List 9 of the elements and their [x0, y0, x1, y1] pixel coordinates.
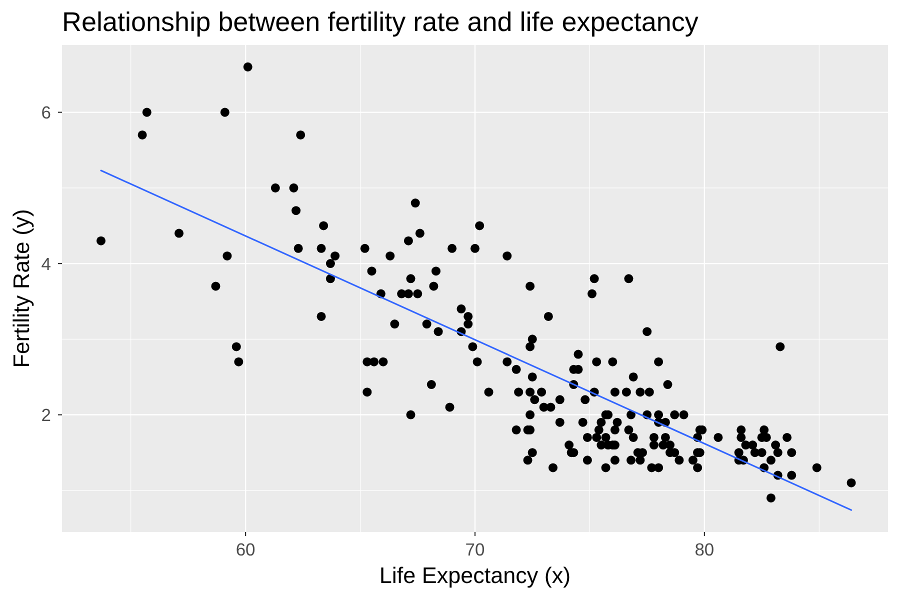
- y-tick-label: 2: [41, 405, 51, 425]
- x-tick-label: 70: [465, 539, 485, 560]
- y-axis-title: Fertility Rate (y): [8, 209, 34, 368]
- x-tick-label: 80: [694, 539, 714, 560]
- x-axis-title: Life Expectancy (x): [379, 563, 571, 588]
- x-tick-label: 60: [236, 539, 256, 560]
- y-tick-label: 6: [41, 102, 51, 123]
- chart-title: Relationship between fertility rate and life expectancy: [62, 7, 698, 38]
- y-tick-label: 4: [41, 254, 52, 274]
